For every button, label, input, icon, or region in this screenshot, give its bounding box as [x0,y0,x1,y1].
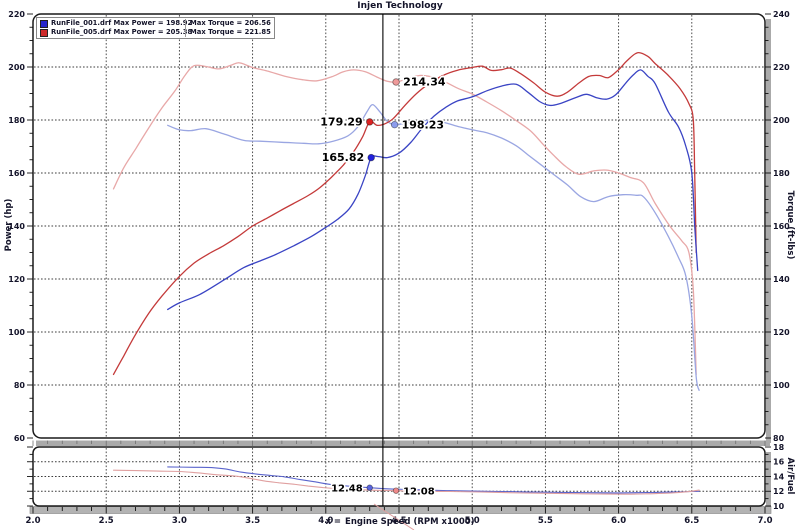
x-tick-label: 2.5 [99,516,114,526]
power-tick-label: 200 [8,63,25,72]
power-axis-title: Power (hp) [4,198,14,252]
cursor-marker-af-001 [366,484,373,491]
torque-tick-label: 180 [773,169,790,178]
cursor-value-label: 198.23 [402,118,444,131]
cursor-marker-torque-001 [390,120,399,129]
legend-swatch-red [40,28,48,37]
x-tick-label: 6.0 [611,516,626,526]
cursor-value-label: 165.82 [322,151,364,164]
legend-label: RunFile_005.drf Max Power = 205.38 [51,28,193,36]
torque-tick-label: 80 [773,434,785,443]
x-axis-title: x = Engine Speed (RPM x1000) [0,517,800,527]
af-tick-label: 12 [773,487,784,496]
af-axis-title: Air/Fuel [785,457,795,495]
power-tick-label: 140 [8,222,25,231]
x-tick-label: 6.5 [684,516,699,526]
power-tick-label: 60 [14,434,26,443]
power-tick-label: 160 [8,169,25,178]
torque-tick-label: 100 [773,381,790,390]
cursor-marker-power-005 [366,118,374,126]
cursor-value-label: 12.08 [403,486,435,497]
cursor-value-label: 214.34 [403,76,446,89]
curve-torque-001 [167,103,700,391]
cursor-value-label: 12.48 [331,483,363,494]
x-tick-label: 4.0 [318,516,333,526]
x-tick-label: 7.0 [757,516,772,526]
curve-torque-005 [112,62,697,376]
torque-axis-title: Torque (ft-lbs) [785,190,795,260]
x-axis-bar [29,506,772,514]
x-tick-label: 3.5 [245,516,260,526]
curve-power-005 [112,51,697,376]
curve-af-001 [167,466,700,494]
x-tick-label: 5.0 [465,516,480,526]
af-frame-shadow-right [766,452,771,510]
legend-max-torque: Max Torque = 206.56 [185,19,271,28]
chart-title: Injen Technology [357,1,443,11]
legend-row-runfile-001: RunFile_001.drf Max Power = 198.92 Max T… [40,19,271,28]
power-tick-label: 80 [14,381,26,390]
legend-row-runfile-005: RunFile_005.drf Max Power = 205.38 Max T… [40,28,271,37]
af-tick-label: 16 [773,458,785,467]
cursor-marker-torque-005 [392,78,400,86]
torque-tick-label: 160 [773,222,790,231]
legend: RunFile_001.drf Max Power = 198.92 Max T… [36,17,275,39]
main-frame-shadow-bottom [36,440,770,446]
af-tick-label: 10 [773,502,785,511]
torque-tick-label: 120 [773,328,790,337]
power-tick-label: 100 [8,328,25,337]
af-tick-label: 18 [773,443,785,452]
power-tick-label: 220 [8,10,25,19]
torque-tick-label: 140 [773,275,790,284]
cursor-value-label: 179.29 [320,115,362,128]
legend-max-torque: Max Torque = 221.85 [185,28,271,37]
x-tick-label: 3.0 [172,516,187,526]
af-tick-label: 14 [773,472,785,481]
curve-power-001 [167,69,699,311]
torque-tick-label: 200 [773,116,790,125]
x-axis-cursor-prefix: x = [325,517,342,527]
cursor-marker-af-005 [392,487,400,494]
cursor-marker-power-001 [367,153,375,162]
main-frame-shadow-right [766,19,771,443]
x-tick-label: 4.5 [391,516,406,526]
power-tick-label: 120 [8,275,25,284]
torque-tick-label: 220 [773,63,790,72]
x-tick-label: 5.5 [538,516,553,526]
curve-af-005 [112,469,700,495]
x-tick-label: 2.0 [25,516,40,526]
af-offscale-segment [373,503,415,530]
torque-tick-label: 240 [773,10,790,19]
x-axis-title-text: Engine Speed (RPM x1000) [345,517,475,527]
legend-label: RunFile_001.drf Max Power = 198.92 [51,19,193,27]
power-tick-label: 180 [8,116,25,125]
legend-swatch-blue [40,19,48,28]
